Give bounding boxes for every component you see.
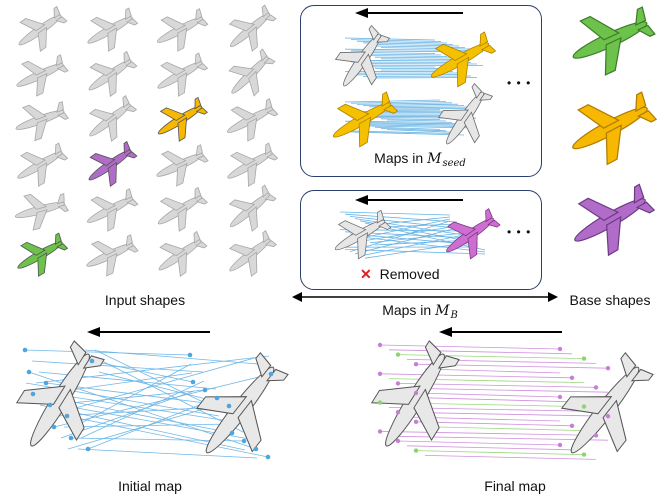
input-shapes-caption: Input shapes [104, 292, 186, 308]
seed-maps-panel [300, 5, 542, 177]
b-maps-symbol: M [435, 303, 450, 319]
initial-map-arrow [87, 327, 210, 337]
removed-label: Removed [379, 266, 440, 282]
input-shape [78, 134, 143, 195]
input-shape [9, 93, 73, 146]
b-maps-subscript: B [450, 310, 458, 321]
removed-indicator: ✕ Removed [360, 266, 440, 283]
base-shapes [557, 0, 665, 267]
b-maps-prefix: Maps in [382, 302, 432, 318]
b-maps-arrow [355, 195, 463, 205]
input-shape [219, 42, 283, 106]
input-shape [78, 181, 143, 238]
input-shape [8, 225, 73, 284]
b-maps-caption: Maps in MB [320, 302, 520, 321]
seed-maps-arrow [355, 8, 463, 18]
input-shape [218, 135, 283, 194]
input-shape [218, 91, 283, 148]
seed-maps-symbol: M [427, 151, 442, 167]
seed-maps-caption: Maps in Mseed [320, 150, 520, 169]
seed-maps-correspondences [321, 19, 503, 157]
b-maps-ellipsis: • • • [507, 225, 532, 239]
seed-maps-ellipsis: • • • [507, 76, 532, 90]
final-map-arrow [439, 327, 562, 337]
input-shape [148, 180, 213, 239]
input-shape [10, 185, 72, 235]
final-map-visual [355, 331, 670, 476]
input-shape [148, 90, 213, 149]
input-shape [8, 135, 73, 194]
removed-x-icon: ✕ [360, 266, 372, 282]
seed-maps-prefix: Maps in [374, 150, 424, 166]
final-map-caption: Final map [484, 478, 546, 494]
input-shape [218, 178, 283, 241]
initial-map-caption: Initial map [118, 478, 182, 494]
input-shape [218, 223, 283, 285]
input-shapes-grid [8, 0, 283, 285]
seed-maps-subscript: seed [442, 158, 466, 169]
input-shape [78, 88, 143, 150]
input-shape [218, 0, 283, 61]
input-shape [148, 45, 213, 104]
input-shape [148, 1, 213, 58]
b-maps-correspondences [324, 200, 507, 269]
input-shape [9, 47, 73, 103]
input-shape [8, 0, 73, 60]
input-shape [149, 137, 213, 193]
input-shape [78, 44, 143, 105]
input-shape [78, 0, 143, 59]
base-shapes-caption: Base shapes [569, 292, 651, 308]
initial-map-visual [0, 331, 305, 476]
input-shape [79, 227, 143, 283]
b-maps-span-arrow [292, 292, 558, 302]
input-shape [148, 224, 213, 285]
